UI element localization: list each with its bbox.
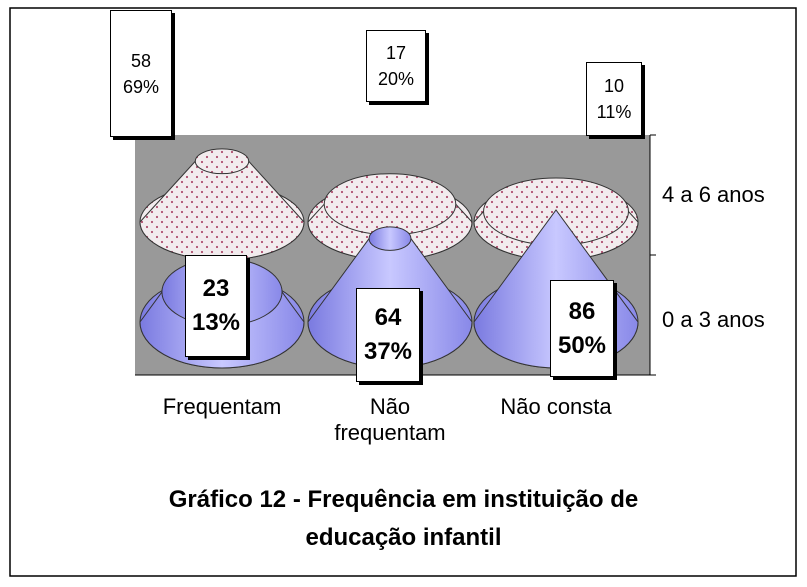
label-share: 20% [377, 69, 415, 89]
data-label: 10 11% [586, 62, 642, 136]
label-share: 69% [122, 76, 160, 97]
label-count: 64 [374, 304, 402, 331]
frame [9, 7, 797, 577]
x-tick-label: Frequentam [162, 394, 282, 419]
data-label: 17 20% [366, 30, 426, 102]
data-label: 58 69% [110, 10, 172, 137]
label-share: 50% [557, 331, 607, 359]
x-tick-label: Não consta [500, 394, 612, 419]
cone-top [194, 148, 250, 175]
label-count: 17 [385, 43, 407, 63]
data-label: 23 13% [185, 255, 247, 357]
series-label: 0 a 3 anos [662, 307, 765, 332]
cone-top [323, 173, 457, 236]
chart-title: Gráfico 12 - Frequência em instituição d… [168, 486, 639, 513]
label-count: 58 [130, 50, 152, 71]
label-count: 10 [603, 76, 625, 96]
cone-top [368, 226, 412, 251]
x-tick-label: Não frequentam [334, 394, 446, 445]
label-count: 86 [568, 297, 596, 325]
data-label: 64 37% [356, 288, 420, 382]
label-share: 37% [363, 338, 413, 365]
chart-title: educação infantil [305, 524, 502, 551]
series-label: 4 a 6 anos [662, 182, 765, 207]
label-share: 13% [191, 309, 241, 336]
label-count: 23 [202, 275, 230, 302]
data-label: 86 50% [550, 280, 614, 377]
label-share: 11% [596, 102, 632, 122]
